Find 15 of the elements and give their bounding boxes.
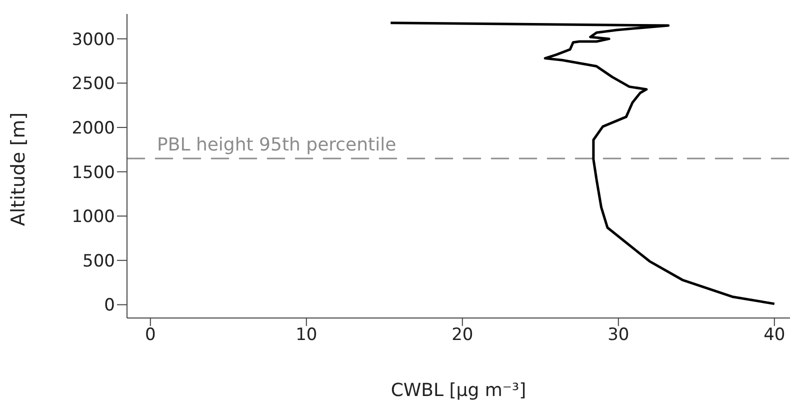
y-tick-label: 3000: [72, 30, 115, 50]
y-axis-title: Altitude [m]: [8, 112, 30, 226]
y-tick-label: 500: [82, 251, 115, 272]
y-tick-label: 1500: [72, 162, 115, 183]
x-tick-label: 30: [608, 325, 630, 346]
x-tick-label: 20: [452, 325, 474, 346]
x-tick-label: 0: [144, 325, 156, 346]
y-tick-label: 0: [104, 296, 115, 316]
y-tick-label: 2000: [72, 118, 115, 138]
y-tick-label: 1000: [72, 207, 115, 228]
x-tick-label: 40: [764, 325, 786, 346]
ref-line-label: PBL height 95th percentile: [157, 134, 396, 156]
x-tick-label: 10: [296, 325, 318, 346]
y-tick-label: 2500: [72, 74, 115, 94]
x-axis-title: CWBL [µg m⁻³]: [390, 380, 526, 401]
